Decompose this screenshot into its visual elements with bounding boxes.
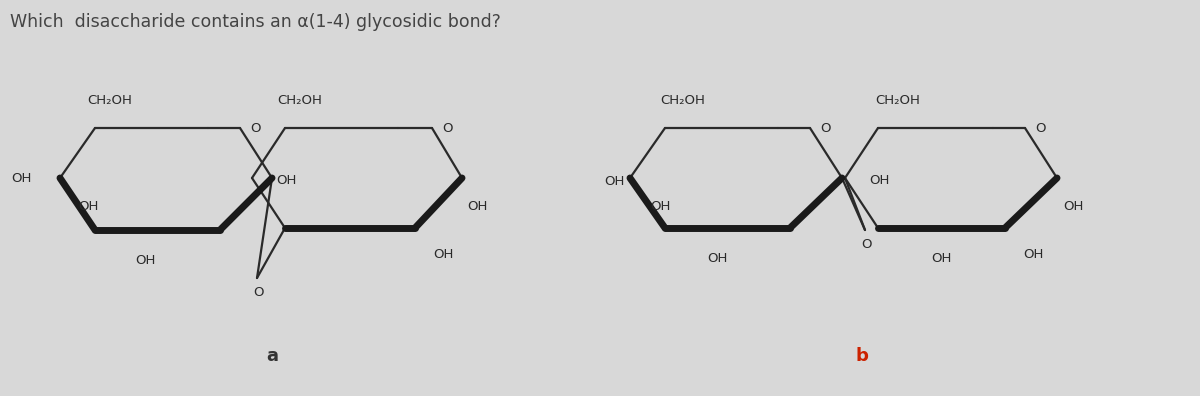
- Text: O: O: [250, 122, 260, 135]
- Text: a: a: [266, 347, 278, 365]
- Text: OH: OH: [869, 173, 889, 187]
- Text: OH: OH: [605, 175, 625, 187]
- Text: OH: OH: [78, 200, 98, 213]
- Text: OH: OH: [650, 200, 670, 213]
- Text: O: O: [253, 286, 264, 299]
- Text: b: b: [856, 347, 869, 365]
- Text: CH₂OH: CH₂OH: [277, 93, 323, 107]
- Text: OH: OH: [433, 248, 454, 261]
- Text: O: O: [820, 122, 830, 135]
- Text: OH: OH: [276, 173, 296, 187]
- Text: OH: OH: [1063, 200, 1084, 213]
- Text: CH₂OH: CH₂OH: [88, 93, 132, 107]
- Text: CH₂OH: CH₂OH: [660, 93, 706, 107]
- Text: OH: OH: [12, 171, 32, 185]
- Text: Which  disaccharide contains an α(1-4) glycosidic bond?: Which disaccharide contains an α(1-4) gl…: [10, 13, 500, 31]
- Text: O: O: [862, 238, 872, 251]
- Text: OH: OH: [467, 200, 487, 213]
- Text: O: O: [442, 122, 452, 135]
- Text: OH: OH: [931, 251, 952, 265]
- Text: OH: OH: [134, 253, 155, 267]
- Text: O: O: [1034, 122, 1045, 135]
- Text: OH: OH: [707, 251, 727, 265]
- Text: CH₂OH: CH₂OH: [876, 93, 920, 107]
- Text: OH: OH: [1022, 248, 1043, 261]
